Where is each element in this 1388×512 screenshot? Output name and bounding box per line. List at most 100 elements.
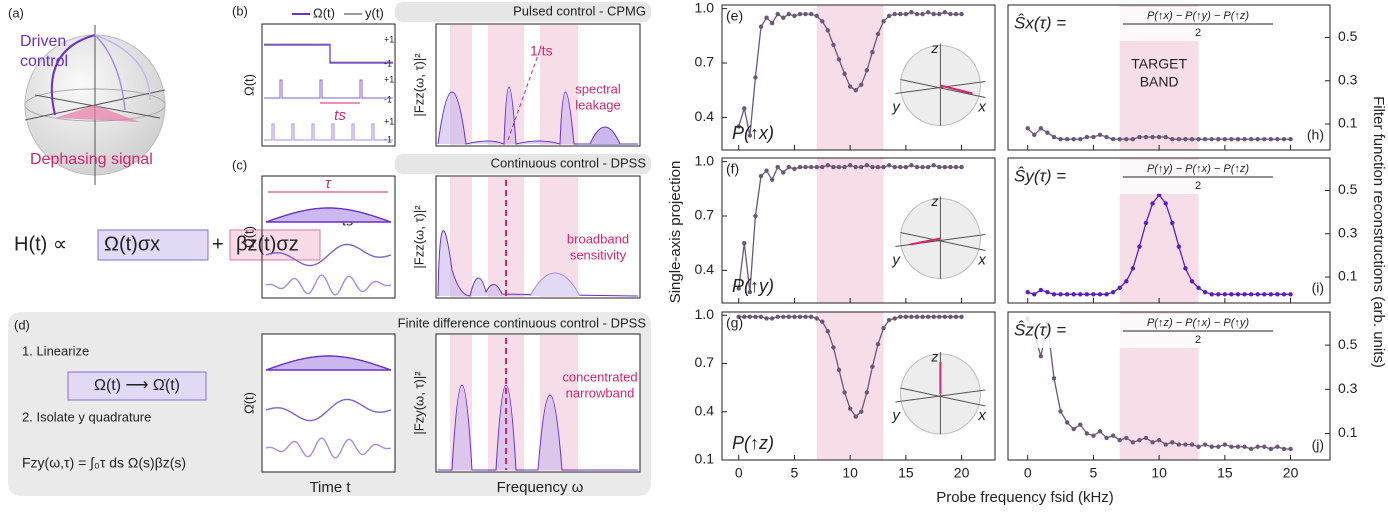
data-point (803, 164, 808, 170)
driven-label: control (20, 53, 68, 70)
data-point (1248, 446, 1254, 452)
data-point (1117, 437, 1122, 443)
formula: 2 (1195, 180, 1201, 192)
data-point (1064, 420, 1070, 425)
wave (265, 355, 392, 371)
data-point (909, 10, 914, 15)
panel-label: (f) (726, 161, 739, 177)
panel-label: (b) (232, 3, 248, 18)
x-tick-label: 5 (1090, 465, 1098, 481)
data-point (875, 164, 881, 170)
data-point (808, 164, 814, 170)
data-point (870, 49, 875, 55)
data-point (1170, 440, 1175, 445)
data-point (931, 314, 936, 320)
annotation: narrowband (566, 385, 635, 400)
x-tick-label: 15 (1217, 465, 1233, 481)
data-point (1163, 134, 1168, 140)
data-point (1222, 136, 1228, 142)
data-point (931, 11, 936, 17)
formula: 2 (1195, 334, 1201, 346)
panel-label: (a) (8, 5, 24, 20)
y-tick-label: 0.5 (1338, 28, 1358, 44)
inset-label: y (891, 407, 901, 424)
x-label: Frequency ω (497, 479, 584, 496)
data-point (870, 164, 875, 170)
data-point (925, 314, 931, 320)
data-point (1064, 292, 1070, 297)
level-label: -1 (384, 94, 392, 104)
data-point (1071, 426, 1076, 432)
wave (265, 243, 392, 267)
data-point (864, 390, 870, 395)
data-point (914, 314, 920, 320)
data-point (747, 314, 753, 320)
data-point (1124, 279, 1129, 284)
data-point (1242, 136, 1247, 142)
data-point (1097, 132, 1103, 138)
y-tick-label: 0.4 (695, 261, 715, 277)
plot-frame (721, 311, 996, 461)
data-point (898, 11, 903, 17)
data-point (1143, 134, 1149, 140)
annotation: spectral (575, 81, 621, 96)
data-point (1117, 136, 1122, 142)
tau-label: τ (325, 175, 332, 192)
x-tick-label: 20 (1283, 465, 1299, 481)
data-point (842, 71, 847, 77)
data-point (1262, 292, 1267, 297)
y-label: Ω̇(t) (241, 392, 256, 414)
filter-curve (589, 126, 621, 145)
wave (265, 274, 392, 296)
y-tick-label: 0.3 (1338, 380, 1358, 396)
y-tick-label: 0.4 (695, 402, 715, 418)
inset-label: z (930, 193, 938, 209)
data-point (1058, 292, 1063, 297)
target-band (816, 158, 884, 303)
data-point (892, 11, 897, 17)
formula: Ŝz(τ) = (1014, 320, 1066, 339)
y-label: |Fzz(ω, τ)|² (411, 205, 426, 269)
data-point (1248, 292, 1254, 297)
data-point (1183, 266, 1188, 271)
data-point (808, 11, 814, 17)
legend-label: Ω(t) (313, 5, 335, 20)
data-point (886, 163, 892, 168)
data-point (781, 314, 786, 320)
term-box (97, 229, 209, 261)
data-point (781, 15, 786, 20)
x-label: Probe frequency fsid (kHz) (936, 489, 1114, 506)
inset-label: z (930, 40, 938, 56)
plot-frame (1007, 157, 1331, 304)
data-point (1202, 442, 1208, 447)
wave (265, 207, 392, 223)
data-point (1275, 136, 1280, 142)
data-point (881, 19, 886, 24)
annotation: sensitivity (570, 247, 627, 262)
data-point (1117, 285, 1122, 291)
data-point (1222, 292, 1228, 297)
data-point (853, 164, 858, 170)
filter-curve (438, 384, 638, 471)
data-point (1038, 287, 1044, 293)
data-point (764, 316, 769, 321)
legend-label: y(t) (365, 5, 384, 20)
x-tick-label: 20 (954, 465, 970, 481)
data-point (814, 13, 819, 19)
filter-curve (529, 272, 581, 297)
y-trace (264, 43, 393, 63)
data-point (758, 24, 764, 29)
y-tick-label: 0.7 (695, 354, 715, 370)
data-point (953, 164, 959, 170)
term-box (67, 371, 207, 401)
data-point (1183, 442, 1188, 447)
data-point (1275, 444, 1280, 449)
data-point (769, 177, 775, 182)
data-point (1104, 435, 1109, 441)
data-point (1124, 136, 1129, 142)
x-tick-label: 15 (898, 465, 914, 481)
x-tick-label: 0 (735, 465, 743, 481)
band-annotation: TARGET (1131, 56, 1187, 72)
drive-arc (94, 34, 126, 111)
inset-vector (910, 237, 941, 246)
